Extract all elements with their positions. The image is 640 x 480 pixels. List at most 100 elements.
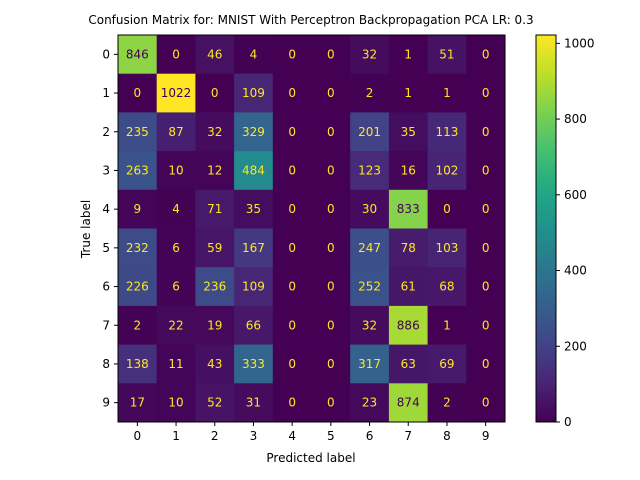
cell-value-label: 71 — [207, 202, 222, 216]
cell-value-label: 12 — [207, 163, 222, 177]
cell-value-label: 61 — [401, 280, 416, 294]
heatmap-cell — [156, 73, 196, 113]
colorbar-tick-label: 0 — [564, 415, 572, 429]
cell-value-label: 113 — [435, 125, 458, 139]
cell-value-label: 236 — [203, 280, 226, 294]
heatmap-cell — [311, 228, 351, 268]
cell-value-label: 0 — [288, 86, 296, 100]
heatmap-cell — [195, 73, 235, 113]
cell-value-label: 52 — [207, 396, 222, 410]
cell-value-label: 317 — [358, 357, 381, 371]
heatmap-cell — [195, 112, 235, 152]
heatmap-cell — [118, 151, 158, 191]
heatmap-cell — [466, 73, 506, 113]
heatmap-cell — [427, 73, 467, 113]
cell-value-label: 0 — [482, 163, 490, 177]
cell-value-label: 167 — [242, 241, 265, 255]
heatmap-cell — [311, 383, 351, 423]
heatmap-cell — [234, 344, 274, 384]
y-tick-label: 7 — [102, 318, 110, 332]
heatmap-cell — [234, 267, 274, 307]
heatmap-cell — [466, 383, 506, 423]
cell-value-label: 0 — [327, 357, 335, 371]
cell-value-label: 0 — [327, 125, 335, 139]
y-tick-label: 5 — [102, 241, 110, 255]
cell-value-label: 0 — [482, 202, 490, 216]
heatmap-cell — [195, 383, 235, 423]
heatmap-cell — [427, 383, 467, 423]
cell-value-label: 17 — [130, 396, 145, 410]
heatmap-cell — [311, 189, 351, 229]
cell-value-label: 123 — [358, 163, 381, 177]
heatmap-cell — [388, 189, 429, 229]
cell-value-label: 68 — [439, 280, 454, 294]
heatmap-cell — [311, 35, 351, 75]
cell-value-label: 0 — [327, 318, 335, 332]
cell-value-label: 0 — [327, 86, 335, 100]
cell-value-label: 16 — [401, 163, 416, 177]
cell-value-label: 0 — [482, 125, 490, 139]
heatmap-cell — [156, 267, 196, 307]
colorbar — [535, 34, 557, 423]
heatmap-cell — [272, 344, 312, 384]
cell-value-label: 0 — [327, 47, 335, 61]
cell-value-label: 35 — [246, 202, 261, 216]
x-tick-label: 9 — [482, 429, 490, 443]
cell-value-label: 87 — [168, 125, 183, 139]
heatmap-cell — [234, 35, 274, 75]
heatmap-cell — [350, 267, 390, 307]
cell-value-label: 0 — [327, 396, 335, 410]
heatmap-cell — [388, 267, 429, 307]
heatmap-cell — [234, 228, 274, 268]
cell-value-label: 102 — [435, 163, 458, 177]
heatmap-cell — [350, 73, 390, 113]
heatmap-cell — [272, 383, 312, 423]
heatmap-cell — [272, 305, 312, 346]
colorbar-tick-label: 600 — [564, 188, 587, 202]
cell-value-label: 263 — [126, 163, 149, 177]
cell-value-label: 30 — [362, 202, 377, 216]
cell-value-label: 22 — [168, 318, 183, 332]
cell-value-label: 43 — [207, 357, 222, 371]
cell-value-label: 23 — [362, 396, 377, 410]
cell-value-label: 0 — [482, 86, 490, 100]
heatmap-cell — [466, 112, 506, 152]
heatmap-cell — [427, 35, 467, 75]
cell-value-label: 329 — [242, 125, 265, 139]
heatmap-cell — [118, 344, 158, 384]
heatmap-cell — [388, 73, 429, 113]
cell-value-label: 0 — [288, 318, 296, 332]
heatmap-cell — [195, 228, 235, 268]
colorbar-ticks: 0 200 400 600 800 1000 — [556, 36, 595, 429]
cell-value-label: 2 — [443, 396, 451, 410]
cell-value-label: 59 — [207, 241, 222, 255]
heatmap-cell — [118, 267, 158, 307]
x-tick-label: 0 — [134, 429, 142, 443]
cell-value-label: 78 — [401, 241, 416, 255]
cell-value-label: 2 — [366, 86, 374, 100]
colorbar-tick-label: 800 — [564, 112, 587, 126]
cell-value-label: 138 — [126, 357, 149, 371]
colorbar-tick-label: 200 — [564, 339, 587, 353]
heatmap-cell — [466, 35, 506, 75]
y-axis-ticks: 0 1 2 3 4 5 6 7 8 9 — [102, 47, 118, 410]
heatmap-cell — [311, 267, 351, 307]
heatmap-cell — [388, 151, 429, 191]
cell-value-label: 0 — [134, 86, 142, 100]
heatmap-cell — [272, 151, 312, 191]
heatmap-cell — [388, 228, 429, 268]
cell-value-label: 0 — [288, 202, 296, 216]
cell-value-label: 10 — [168, 396, 183, 410]
heatmap-cell — [427, 267, 467, 307]
chart-title: Confusion Matrix for: MNIST With Percept… — [88, 13, 533, 27]
heatmap-cell — [311, 151, 351, 191]
cell-value-label: 0 — [288, 163, 296, 177]
cell-value-label: 109 — [242, 86, 265, 100]
cell-value-label: 9 — [134, 202, 142, 216]
cell-value-label: 0 — [482, 280, 490, 294]
heatmap-cell — [156, 305, 196, 346]
cell-value-label: 0 — [482, 318, 490, 332]
heatmap-cell — [156, 228, 196, 268]
heatmap-cell — [350, 112, 390, 152]
